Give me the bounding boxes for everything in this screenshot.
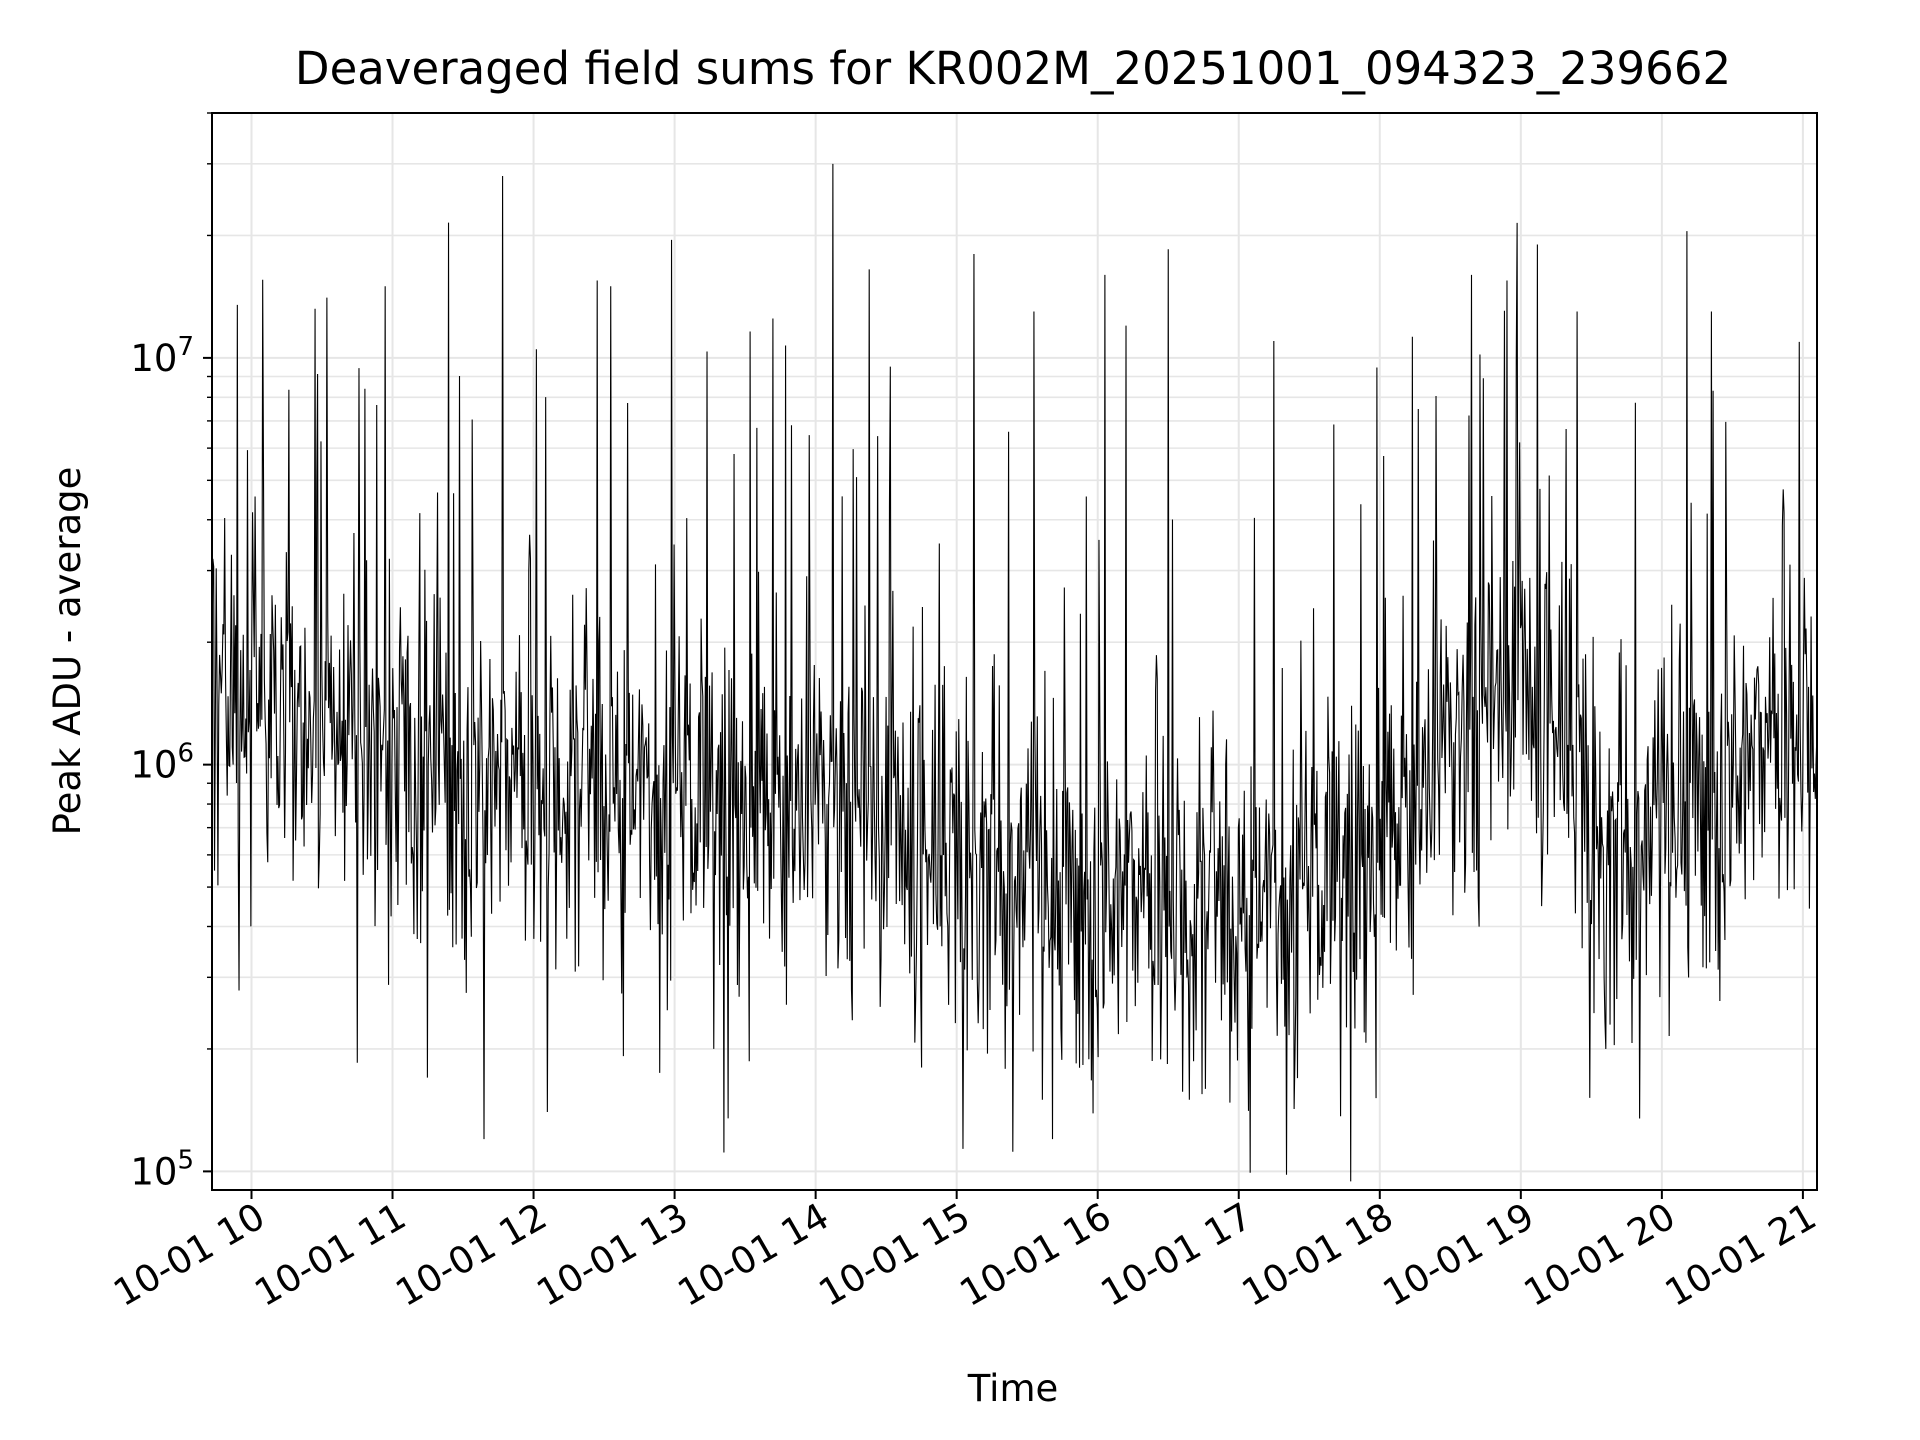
y-tick-label: 107 — [130, 332, 194, 380]
plot-area — [211, 163, 1818, 1182]
x-tick-label: 10-01 13 — [530, 1195, 696, 1315]
series-line — [211, 163, 1818, 1182]
chart-title: Deaveraged field sums for KR002M_2025100… — [295, 42, 1731, 95]
x-axis-label: Time — [967, 1367, 1059, 1410]
x-tick-label: 10-01 16 — [953, 1195, 1119, 1315]
x-tick-label: 10-01 15 — [812, 1195, 978, 1315]
y-tick-label: 106 — [130, 739, 194, 787]
plot-frame — [211, 112, 1818, 1191]
x-tick-label: 10-01 21 — [1658, 1195, 1824, 1315]
x-tick-label: 10-01 14 — [671, 1195, 837, 1315]
x-tick-label: 10-01 10 — [106, 1195, 272, 1315]
y-axis: 105 106 107 — [130, 112, 212, 1193]
x-tick-label: 10-01 18 — [1235, 1195, 1401, 1315]
x-tick-label: 10-01 20 — [1517, 1195, 1683, 1315]
x-tick-label: 10-01 12 — [388, 1195, 554, 1315]
y-tick-label: 105 — [130, 1145, 194, 1193]
x-tick-label: 10-01 17 — [1094, 1195, 1260, 1315]
x-tick-label: 10-01 19 — [1376, 1195, 1542, 1315]
x-tick-label: 10-01 11 — [247, 1195, 413, 1315]
y-axis-label: Peak ADU - average — [46, 467, 89, 836]
